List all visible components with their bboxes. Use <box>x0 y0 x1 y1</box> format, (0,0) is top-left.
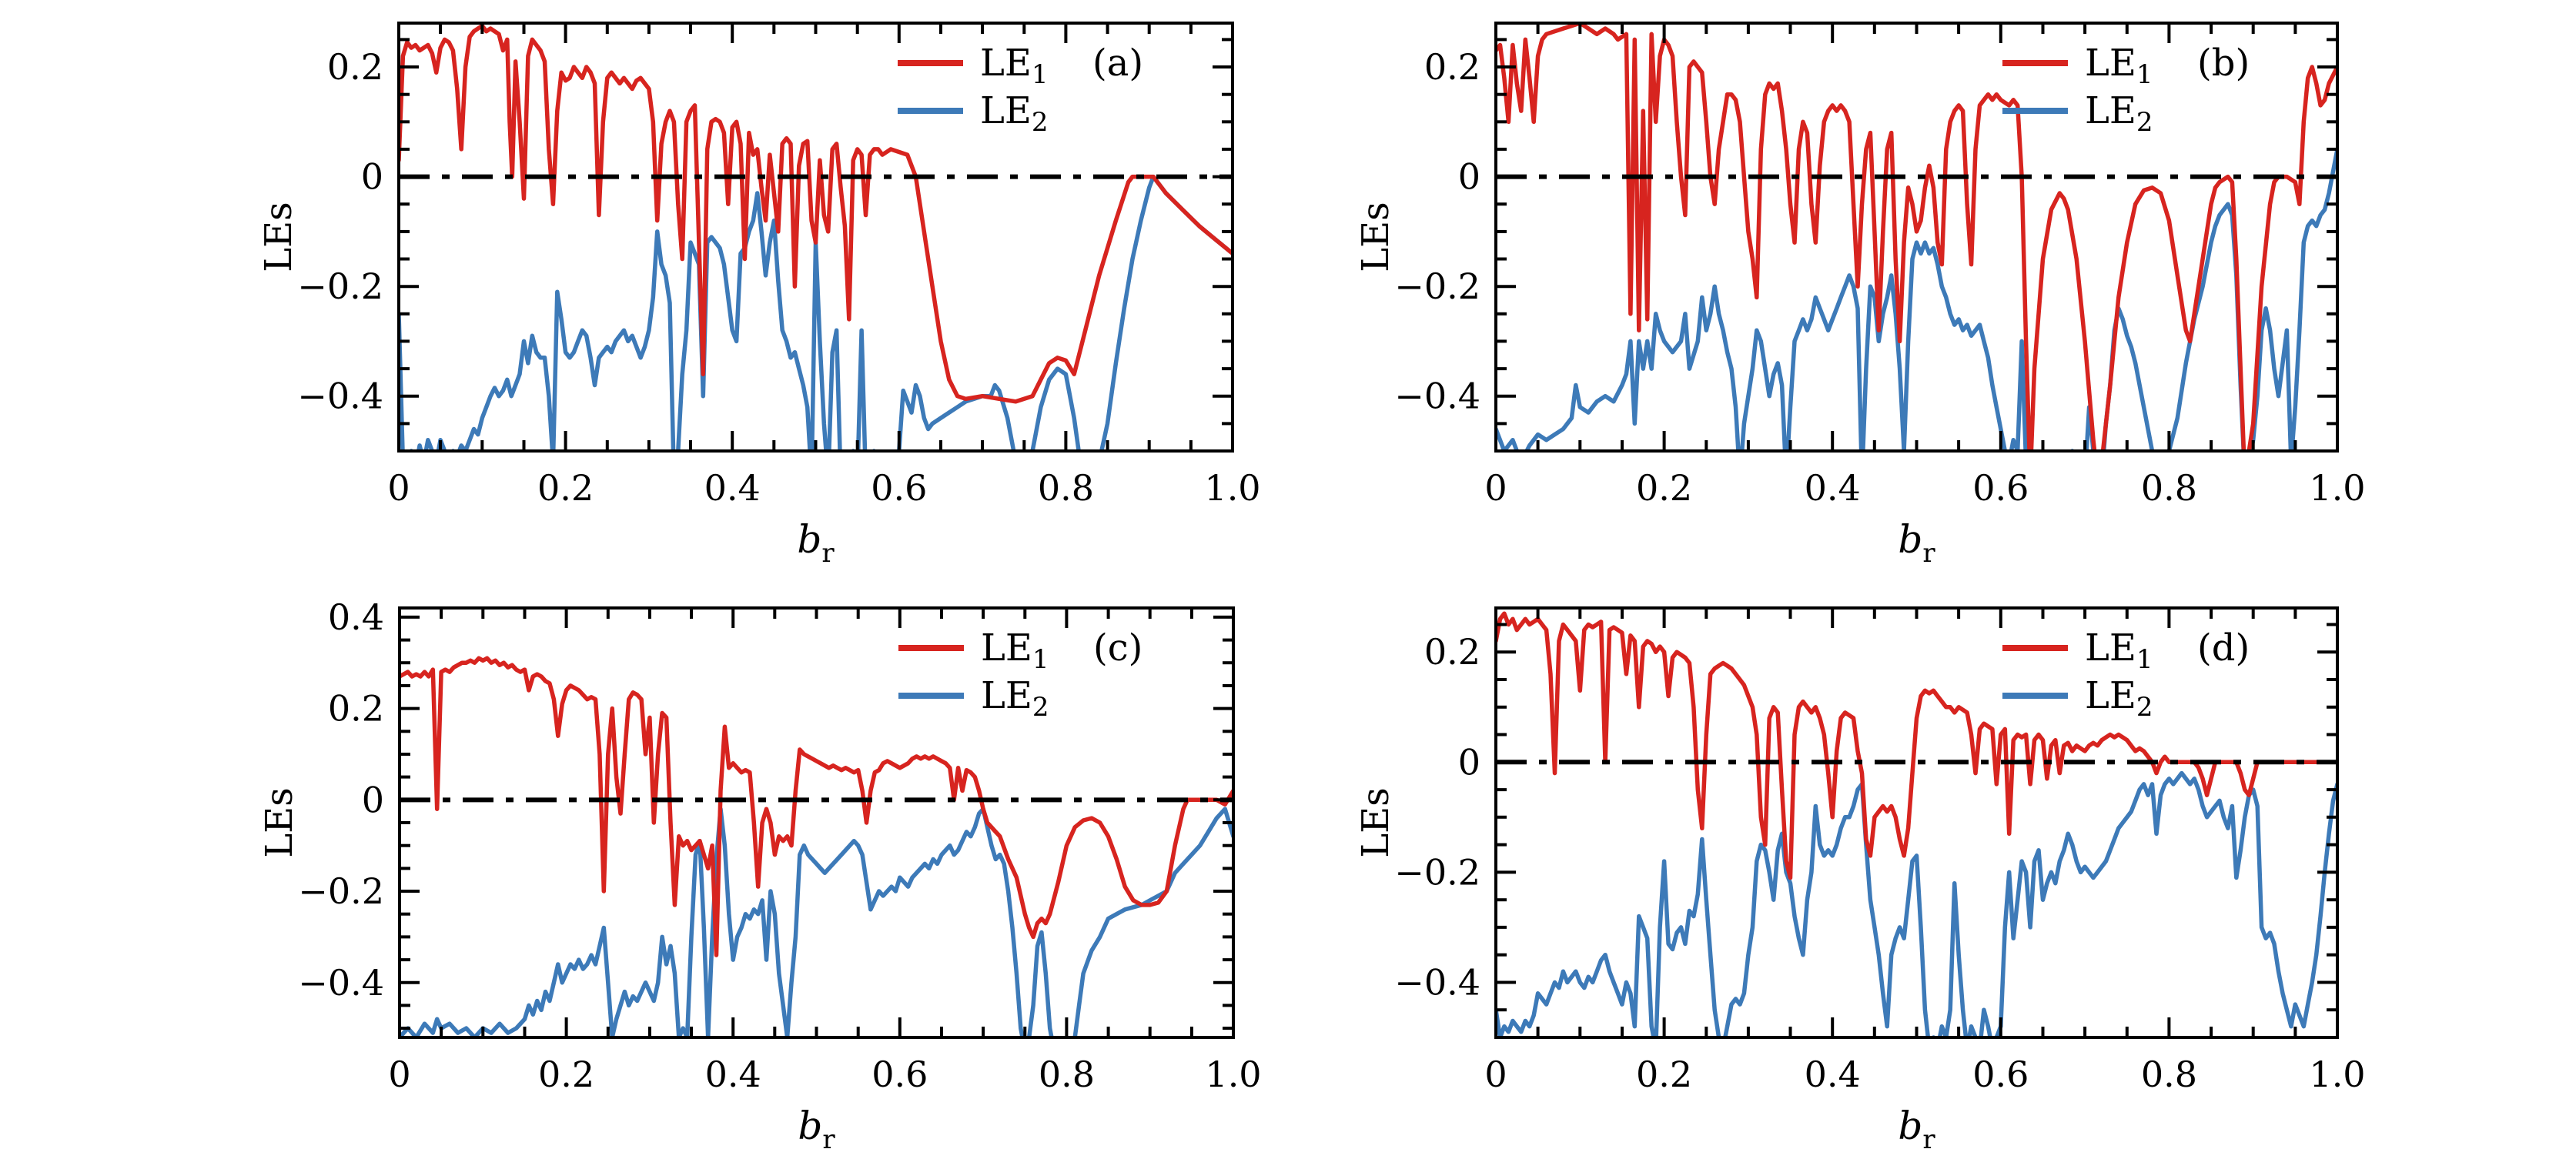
y-tick-label: 0 <box>361 156 383 198</box>
x-tick-label: 1.0 <box>1205 1054 1261 1095</box>
x-axis-label: br <box>797 517 835 569</box>
panel-label: (a) <box>1092 42 1143 85</box>
y-tick-label: −0.2 <box>298 870 384 912</box>
y-axis-label: LEs <box>257 202 300 272</box>
x-tick-label: 1.0 <box>2309 467 2365 509</box>
x-tick-label: 0 <box>388 1054 410 1095</box>
x-tick-label: 1.0 <box>1204 467 1260 509</box>
x-tick-label: 0.4 <box>1805 1054 1861 1095</box>
le1-line <box>1496 611 2337 880</box>
x-tick-label: 0.2 <box>538 1054 594 1095</box>
le2-line <box>1496 770 2337 1037</box>
panel-label: (d) <box>2197 626 2250 670</box>
x-tick-label: 0 <box>1484 1054 1507 1095</box>
x-tick-label: 0 <box>1484 467 1507 509</box>
x-tick-label: 0.2 <box>537 467 594 509</box>
le2-line <box>400 807 1233 1037</box>
legend-label-le2: LE2 <box>980 89 1049 138</box>
x-tick-label: 1.0 <box>2309 1054 2365 1095</box>
le1-line <box>399 23 1233 404</box>
x-tick-label: 0.4 <box>705 1054 761 1095</box>
legend-label-le2: LE2 <box>2085 674 2153 723</box>
x-axis-label: br <box>1898 1104 1935 1155</box>
x-tick-label: 0.8 <box>1039 1054 1095 1095</box>
x-axis-label: br <box>798 1104 835 1155</box>
le1-line <box>400 656 1233 957</box>
y-tick-label: 0.2 <box>1424 46 1480 88</box>
panel-label: (b) <box>2197 42 2250 85</box>
legend-label-le1: LE1 <box>2085 42 2153 90</box>
y-axis-label: LEs <box>1354 787 1397 858</box>
y-tick-label: 0.4 <box>328 596 384 638</box>
legend-label-le1: LE1 <box>981 626 1049 675</box>
y-tick-label: −0.2 <box>1394 851 1480 893</box>
x-tick-label: 0.4 <box>704 467 761 509</box>
y-tick-label: −0.2 <box>1394 266 1480 307</box>
y-tick-label: −0.2 <box>297 266 383 307</box>
y-tick-label: 0 <box>1458 156 1480 198</box>
x-axis-label: br <box>1898 517 1935 569</box>
x-tick-label: 0.8 <box>1038 467 1094 509</box>
x-tick-label: 0.6 <box>1972 1054 2029 1095</box>
le2-line <box>1496 147 2337 451</box>
y-axis-label: LEs <box>1354 202 1397 272</box>
y-tick-label: −0.4 <box>1394 376 1480 417</box>
y-tick-label: 0 <box>1458 741 1480 783</box>
x-tick-label: 0 <box>387 467 410 509</box>
legend-label-le2: LE2 <box>981 674 1049 723</box>
y-axis-label: LEs <box>258 787 301 858</box>
panel-b: 0 0.2 0.4 0.6 0.8 1.0 0.2 0 −0.2 −0.4 LEs br LE1 LE2 (… <box>1288 0 2576 580</box>
panel-d: 0 0.2 0.4 0.6 0.8 1.0 0.2 0 −0.2 −0.4 LEs br LE1 LE2 (… <box>1288 580 2576 1159</box>
x-tick-label: 0.8 <box>2141 1054 2197 1095</box>
legend-label-le2: LE2 <box>2085 89 2153 138</box>
panel-chart-svg: 0 0.2 0.4 0.6 0.8 1.0 0.4 0.2 0 −0.2 −0.4 LEs br LE1L… <box>258 596 1262 1155</box>
panel-a: 0 0.2 0.4 0.6 0.8 1.0 0.2 0 −0.2 −0.4 LEs br LE1 LE2 (… <box>0 0 1288 580</box>
y-tick-label: −0.4 <box>297 376 383 417</box>
x-tick-label: 0.6 <box>871 467 927 509</box>
y-tick-label: 0.2 <box>327 46 383 88</box>
y-tick-label: 0 <box>362 779 384 820</box>
panel-label: (c) <box>1093 626 1142 670</box>
y-tick-label: −0.4 <box>1394 962 1480 1004</box>
y-tick-label: −0.4 <box>298 962 384 1004</box>
x-tick-label: 0.6 <box>871 1054 928 1095</box>
panel-c: 0 0.2 0.4 0.6 0.8 1.0 0.4 0.2 0 −0.2 −0.4 LEs br LE1 L… <box>0 580 1288 1159</box>
y-tick-label: 0.2 <box>328 688 384 730</box>
legend-label-le1: LE1 <box>2085 626 2153 675</box>
legend-label-le1: LE1 <box>980 42 1049 90</box>
x-tick-label: 0.2 <box>1636 1054 1692 1095</box>
x-tick-label: 0.4 <box>1805 467 1861 509</box>
le1-line <box>1496 23 2337 451</box>
y-tick-label: 0.2 <box>1424 631 1480 673</box>
axes-box <box>1494 606 2339 1039</box>
x-tick-label: 0.8 <box>2141 467 2197 509</box>
x-tick-label: 0.6 <box>1972 467 2029 509</box>
x-tick-label: 0.2 <box>1636 467 1692 509</box>
